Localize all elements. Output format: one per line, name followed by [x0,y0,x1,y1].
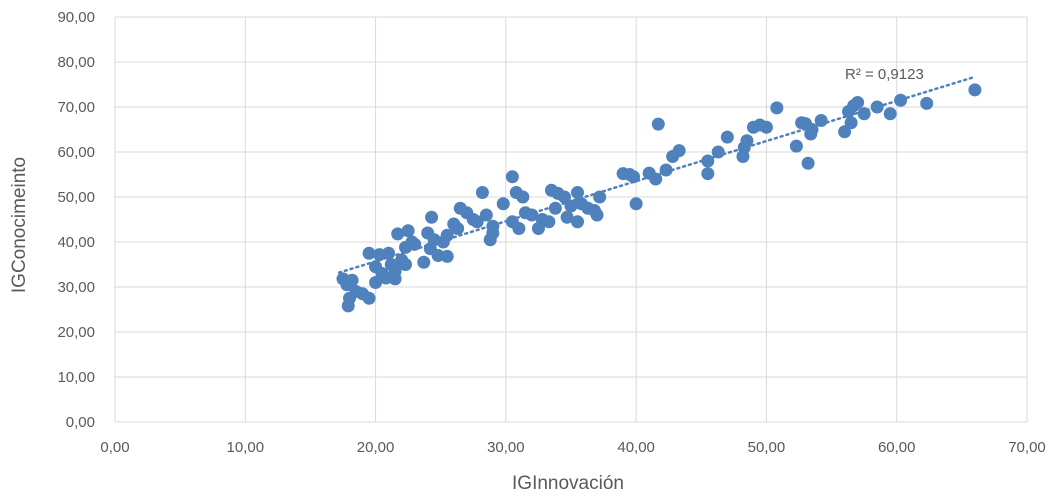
data-point [362,246,376,260]
data-point [440,228,454,242]
data-point [440,249,454,263]
data-point [651,117,665,131]
y-tick-label: 20,00 [57,324,95,341]
x-tick-label: 10,00 [227,439,265,456]
data-point [857,107,871,121]
data-point [425,210,439,224]
x-tick-label: 0,00 [100,439,129,456]
data-point [525,208,539,222]
data-point [801,156,815,170]
data-point [593,190,607,204]
data-point [894,93,908,107]
x-tick-label: 70,00 [1008,439,1046,456]
data-point [627,170,641,184]
data-point [475,186,489,199]
data-point [388,272,402,286]
data-point [649,172,663,186]
data-point [805,123,819,136]
data-point [362,291,376,305]
data-point [382,246,396,260]
data-point [851,96,865,109]
data-point [629,197,643,211]
data-point [770,101,784,115]
y-tick-label: 80,00 [57,54,95,71]
data-point [560,210,574,224]
data-point [920,96,934,110]
data-point [451,222,465,235]
data-point [496,197,510,211]
y-tick-label: 30,00 [57,279,95,296]
x-tick-label: 50,00 [748,439,786,456]
data-point [564,199,578,213]
data-point [505,170,519,184]
x-axis-title: IGInnovación [512,473,624,493]
data-point [571,186,585,199]
data-point [486,226,500,240]
y-tick-label: 90,00 [57,9,95,26]
data-point [870,100,884,114]
data-point [740,134,754,148]
data-point [369,276,383,289]
data-point [590,208,604,222]
data-point [838,125,852,139]
data-point [391,227,405,241]
x-axis-ticks: 0,00 10,00 20,00 30,00 40,00 50,00 60,00 70,00 [100,439,1045,456]
data-point [479,208,493,222]
y-axis-ticks: 0,00 10,00 20,00 30,00 40,00 50,00 60,00 70,00 8… [57,9,95,431]
y-tick-label: 50,00 [57,189,95,206]
data-point [701,167,715,181]
data-point [672,144,686,158]
data-point [571,215,585,229]
data-point [883,107,897,121]
data-point [516,190,530,204]
data-point [401,224,415,238]
y-tick-label: 40,00 [57,234,95,251]
data-point [512,222,526,235]
r-squared-label: R² = 0,9123 [845,66,924,83]
data-point [844,116,858,130]
data-point [470,215,484,229]
x-tick-label: 20,00 [357,439,395,456]
data-point [548,201,562,215]
y-tick-label: 60,00 [57,144,95,161]
data-point [399,258,413,271]
data-point [789,139,803,153]
y-tick-label: 10,00 [57,369,95,386]
data-point [542,215,556,229]
y-axis-title: IGConocimeinto [9,157,30,293]
data-point [557,190,571,204]
grid-lines [114,16,1028,423]
data-point [759,120,773,134]
data-point [417,255,431,269]
data-point [345,273,359,287]
data-point [814,114,828,127]
data-points [336,83,982,313]
data-point [659,163,673,177]
x-tick-label: 60,00 [878,439,916,456]
data-point [720,130,734,144]
data-point [968,83,982,97]
y-tick-label: 70,00 [57,99,95,116]
data-point [701,154,715,168]
data-point [408,237,422,251]
y-tick-label: 0,00 [66,414,95,431]
x-tick-label: 30,00 [487,439,525,456]
data-point [711,145,725,159]
x-tick-label: 40,00 [617,439,655,456]
